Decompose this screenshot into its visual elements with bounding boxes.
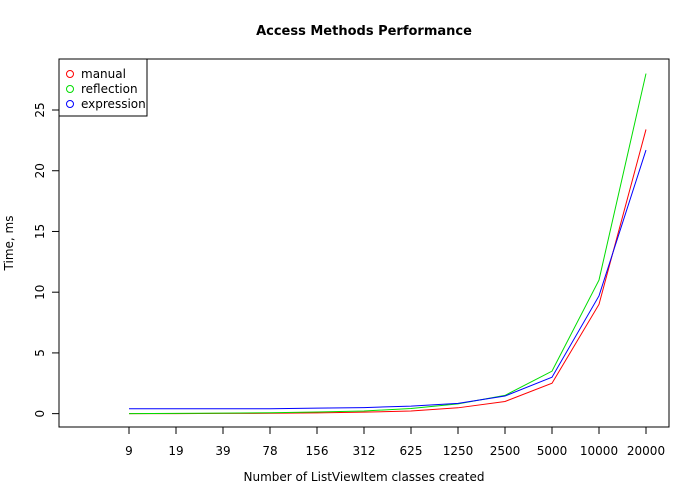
x-tick-label: 156 <box>306 444 329 458</box>
x-axis-label: Number of ListViewItem classes created <box>244 470 485 484</box>
legend-label-reflection: reflection <box>81 82 138 96</box>
x-tick-label: 312 <box>353 444 376 458</box>
x-tick-label: 5000 <box>537 444 568 458</box>
y-axis-label: Time, ms <box>2 216 16 272</box>
legend-box <box>58 58 148 117</box>
legend-label-expression: expression <box>81 97 146 111</box>
y-tick-label: 0 <box>33 410 47 418</box>
plot-frame <box>58 58 670 428</box>
x-tick-label: 10000 <box>580 444 618 458</box>
chart-title: Access Methods Performance <box>256 24 472 39</box>
x-tick-label: 9 <box>125 444 133 458</box>
x-tick-label: 78 <box>262 444 277 458</box>
x-tick-label: 39 <box>215 444 230 458</box>
x-tick-label: 19 <box>168 444 183 458</box>
y-tick-label: 10 <box>33 285 47 300</box>
series-line-expression <box>129 149 647 410</box>
y-tick-label: 25 <box>33 102 47 117</box>
y-tick-label: 15 <box>33 224 47 239</box>
series-lines <box>128 73 647 415</box>
y-tick-label: 20 <box>33 163 47 178</box>
y-axis: 0 5 10 15 20 25 <box>33 102 59 417</box>
y-tick-label: 5 <box>33 349 47 357</box>
series-line-reflection <box>128 73 647 415</box>
legend-marker-reflection <box>66 85 74 93</box>
x-tick-label: 2500 <box>490 444 521 458</box>
x-axis: 9 19 39 78 156 312 625 1250 2500 5000 10000 20000 <box>125 427 665 458</box>
legend-marker-manual <box>66 70 74 78</box>
x-tick-label: 625 <box>400 444 423 458</box>
legend-label-manual: manual <box>81 67 126 81</box>
x-tick-label: 20000 <box>627 444 665 458</box>
legend-marker-expression <box>66 100 74 108</box>
x-tick-label: 1250 <box>443 444 474 458</box>
series-line-manual <box>129 129 647 415</box>
